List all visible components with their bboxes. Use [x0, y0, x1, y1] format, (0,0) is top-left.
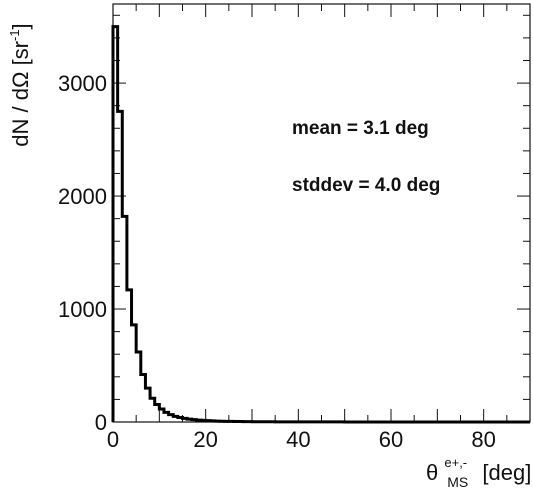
- x-axis-label-unit: [deg]: [482, 460, 531, 485]
- y-axis: 0 1000 2000 3000: [58, 14, 530, 435]
- x-axis-label-symbol: θ: [426, 460, 438, 485]
- x-axis-label-subscript: MS: [447, 474, 468, 489]
- annotation-stddev: stddev = 4.0 deg: [292, 175, 440, 196]
- x-tick-label: 80: [471, 427, 495, 452]
- y-tick-label: 1000: [58, 297, 107, 322]
- x-tick-label: 0: [107, 427, 119, 452]
- x-axis-label-superscript: e+,-: [444, 455, 467, 470]
- y-axis-label-main: dN / dΩ [sr: [8, 41, 33, 147]
- x-tick-label: 20: [193, 427, 217, 452]
- x-axis-label: θ e+,- MS [deg]: [426, 447, 531, 489]
- y-axis-label-superscript: -1: [7, 29, 22, 41]
- y-tick-label: 3000: [58, 71, 107, 96]
- x-tick-label: 40: [286, 427, 310, 452]
- y-tick-label: 0: [95, 410, 107, 435]
- histogram-series-line: [111, 25, 530, 424]
- x-tick-label: 60: [379, 427, 403, 452]
- x-axis: 0 20 40 60 80: [107, 4, 531, 452]
- y-tick-label: 2000: [58, 184, 107, 209]
- annotation-mean: mean = 3.1 deg: [292, 118, 429, 139]
- y-axis-label-close: ]: [8, 23, 33, 29]
- y-axis-label: dN / dΩ [sr-1]: [7, 23, 33, 146]
- plot-frame: [112, 3, 531, 423]
